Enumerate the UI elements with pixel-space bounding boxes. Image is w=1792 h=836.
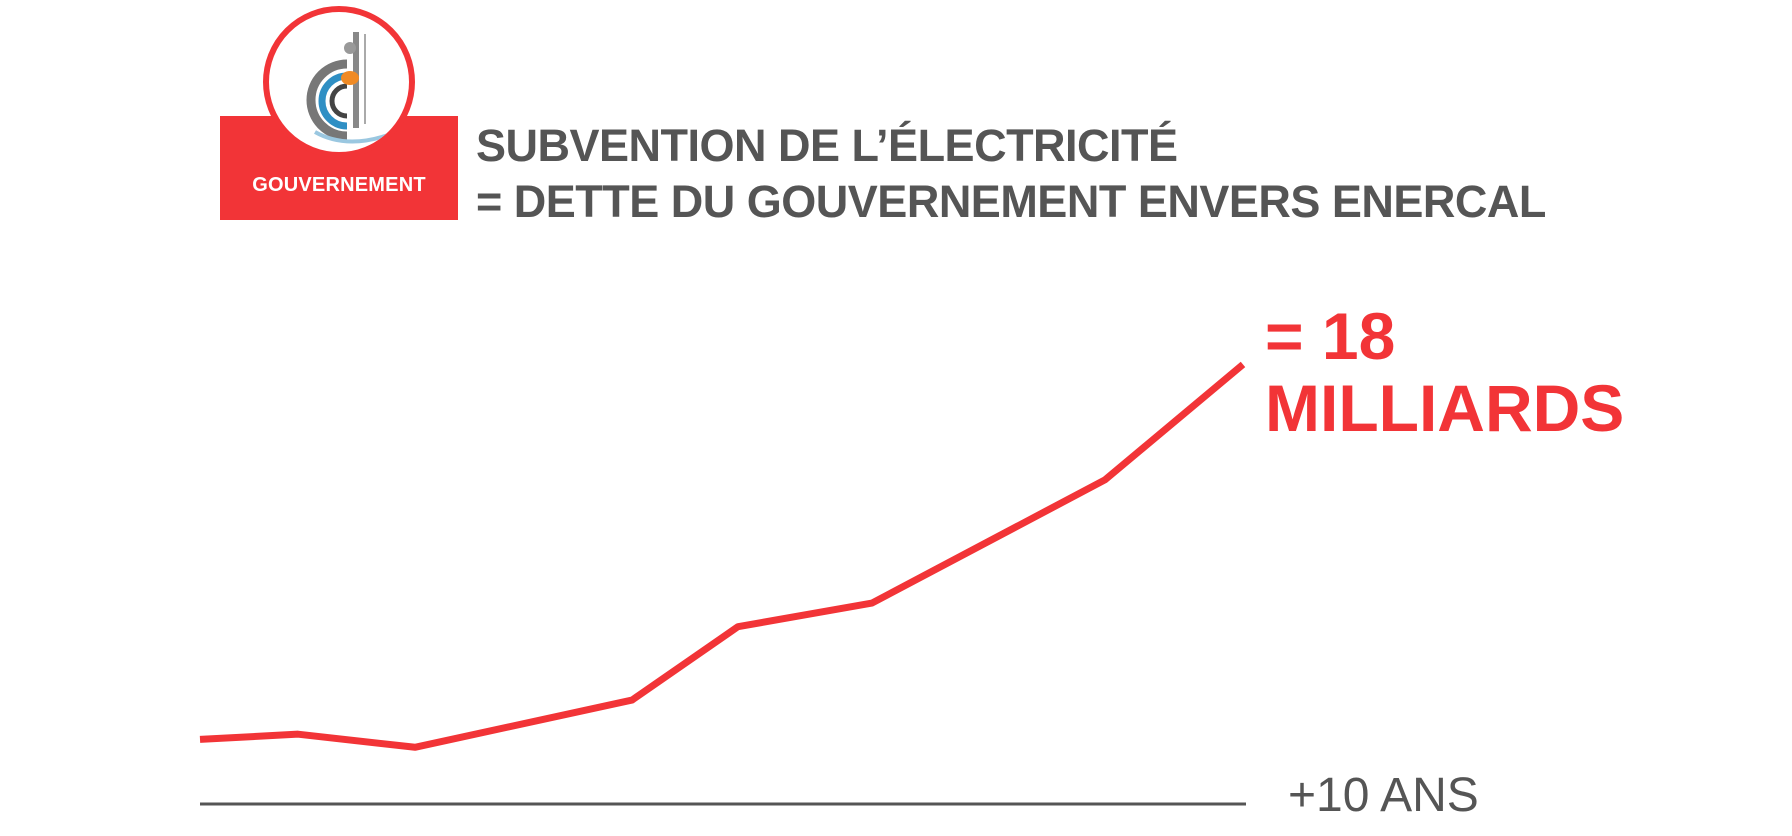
chart-title: SUBVENTION DE L’ÉLECTRICITÉ = DETTE DU G…: [476, 118, 1546, 230]
title-line-2: = DETTE DU GOUVERNEMENT ENVERS ENERCAL: [476, 176, 1546, 227]
badge-label: GOUVERNEMENT: [252, 174, 426, 196]
annotation-value: = 18: [1265, 299, 1396, 373]
series-layer: [199, 361, 1246, 751]
annotation-unit: MILLIARDS: [1265, 371, 1625, 445]
x-axis-label: +10 ANS: [1288, 769, 1479, 822]
series-line: [199, 361, 1246, 751]
title-line-1: SUBVENTION DE L’ÉLECTRICITÉ: [476, 120, 1178, 171]
total-annotation: = 18 MILLIARDS: [1265, 300, 1624, 444]
government-seal-icon: [263, 6, 415, 158]
